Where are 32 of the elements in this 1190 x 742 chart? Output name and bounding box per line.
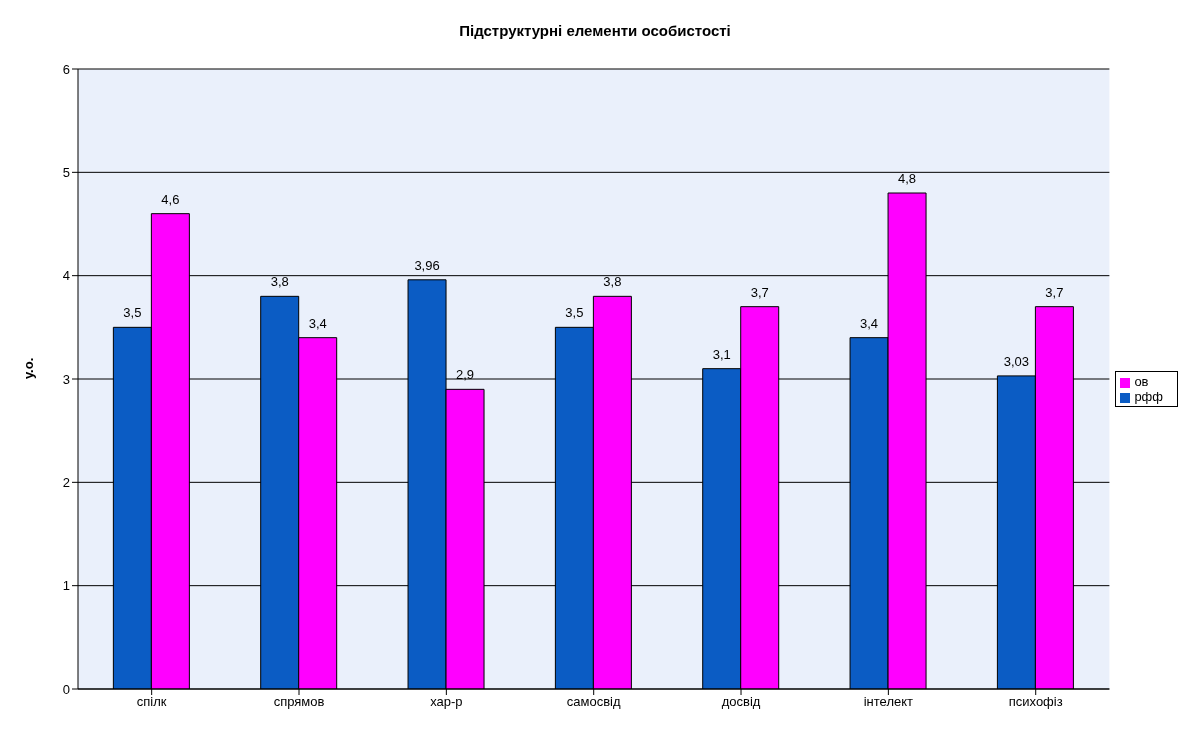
- y-tick-label: 2: [62, 474, 70, 490]
- y-tick-label: 3: [62, 371, 70, 387]
- data-label: 3,8: [603, 274, 622, 290]
- y-tick-label: 6: [62, 61, 70, 77]
- y-tick-label: 4: [62, 268, 70, 284]
- legend-label: ов: [1134, 374, 1149, 389]
- data-label: 3,03: [1003, 353, 1030, 369]
- y-tick-label: 0: [62, 681, 70, 697]
- x-tick-label: психофіз: [1008, 694, 1063, 710]
- chart-title: Підструктурні елементи особистості: [458, 22, 732, 39]
- x-tick-label: спілк: [136, 694, 167, 710]
- data-label: 3,4: [308, 315, 327, 331]
- data-label: 3,1: [712, 346, 731, 362]
- data-label: 3,4: [860, 315, 879, 331]
- y-axis-title: у.о.: [20, 357, 36, 379]
- x-tick-label: спрямов: [273, 694, 325, 710]
- data-label: 3,5: [565, 305, 584, 321]
- data-label: 4,6: [161, 191, 180, 207]
- x-tick-label: досвід: [721, 694, 761, 710]
- data-label: 3,7: [1045, 284, 1064, 300]
- data-label: 3,7: [750, 284, 769, 300]
- y-tick-label: 5: [62, 164, 70, 180]
- x-tick-label: самосвід: [566, 694, 621, 710]
- data-label: 3,5: [123, 305, 142, 321]
- x-tick-label: хар-р: [430, 694, 463, 710]
- legend-label: рфф: [1134, 389, 1163, 404]
- data-label: 3,96: [414, 257, 440, 273]
- x-tick-label: інтелект: [863, 694, 914, 710]
- data-label: 2,9: [456, 367, 475, 383]
- data-label: 3,8: [270, 274, 289, 290]
- data-label: 4,8: [898, 171, 917, 186]
- y-tick-label: 1: [62, 578, 70, 594]
